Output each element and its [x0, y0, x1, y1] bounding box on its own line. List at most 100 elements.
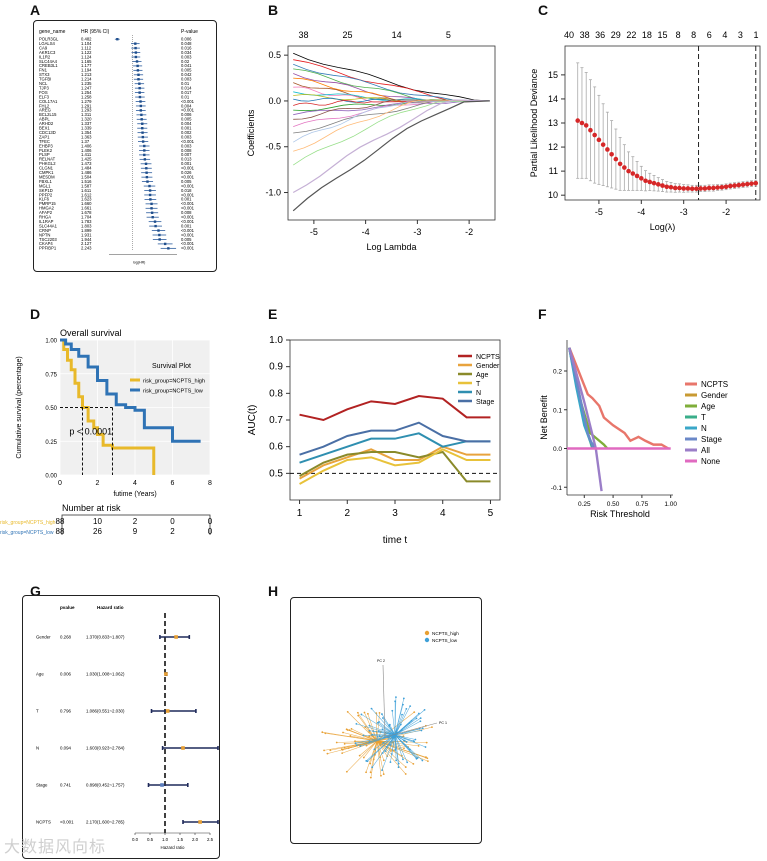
- row-variable-label: Age: [36, 672, 44, 677]
- sample-point: [389, 761, 392, 764]
- pc1-label: PC 1: [439, 721, 447, 725]
- top-tick-label: 18: [642, 30, 652, 40]
- row-p-value: 0.041: [181, 63, 192, 68]
- auc-series-line: [299, 448, 491, 485]
- sample-ray: [369, 740, 378, 764]
- sample-point: [402, 739, 405, 742]
- row-p-value: <0.001: [181, 192, 195, 197]
- deviance-point: [655, 182, 661, 187]
- row-hr-value: 1.339: [81, 126, 92, 131]
- row-gene-label: CKAP4: [39, 241, 53, 246]
- coefficient-path: [292, 99, 490, 194]
- y-tick-label: 0.2: [553, 369, 562, 376]
- row-gene-label: HMGA2: [39, 206, 55, 211]
- row-estimate-point: [135, 60, 139, 63]
- row-hr-value: 1.254: [81, 90, 92, 95]
- deviance-point: [706, 185, 712, 191]
- y-tick-label: 0.25: [45, 440, 57, 446]
- deviance-point: [622, 165, 627, 170]
- row-hr-value: 1.516: [81, 179, 92, 184]
- deviance-point: [660, 183, 665, 188]
- row-hr-value: 1.411: [81, 152, 92, 157]
- row-gene-label: IL1R2: [39, 54, 51, 59]
- sample-point: [382, 759, 385, 762]
- sample-point: [326, 752, 329, 755]
- row-estimate-point: [141, 127, 144, 130]
- y-tick-label: 13: [548, 118, 558, 128]
- sample-point: [404, 766, 407, 768]
- legend-label: NCPTS: [476, 354, 500, 361]
- row-gene-label: AREG: [39, 108, 51, 113]
- legend-label: Age: [701, 402, 716, 411]
- deviance-point: [685, 186, 691, 191]
- row-p-value: 0.004: [181, 103, 192, 108]
- sample-point: [371, 733, 373, 736]
- sample-point: [417, 745, 420, 747]
- row-hr-value: 1.931: [81, 232, 92, 237]
- row-hr-value: 1.803: [81, 223, 92, 228]
- sample-point: [347, 747, 350, 750]
- risk-table-cell: 88: [56, 517, 65, 526]
- risk-table-cell: 10: [93, 517, 102, 526]
- row-gene-label: BCL2L15: [39, 112, 57, 117]
- auc-series-line: [299, 421, 491, 456]
- deviance-point: [681, 186, 686, 191]
- net-benefit-curve: [568, 347, 595, 449]
- x-tick-label: 4: [133, 480, 137, 487]
- sample-point: [329, 749, 332, 752]
- sample-point: [424, 746, 427, 748]
- row-estimate-point: [148, 184, 151, 188]
- row-pvalue: 0.796: [60, 709, 72, 714]
- y-tick-label: 15: [548, 70, 558, 80]
- sample-point: [389, 732, 391, 735]
- risk-table-title: Number at risk: [62, 503, 121, 513]
- risk-table-cell: 2: [133, 517, 138, 526]
- row-hr-ci: 1.370(0.833~1.807): [86, 635, 125, 640]
- x-tick-label: -2: [465, 227, 473, 237]
- sample-ray: [394, 730, 422, 736]
- sample-point: [388, 723, 391, 726]
- sample-point: [368, 741, 371, 744]
- x-tick-label: 0.0: [132, 837, 139, 842]
- top-tick-label: 1: [753, 30, 758, 40]
- sample-point: [402, 758, 404, 761]
- row-gene-label: FN1: [39, 68, 48, 73]
- y-tick-label: -0.5: [265, 142, 281, 152]
- y-axis-label: Cumulative survival (percentage): [16, 356, 23, 458]
- panel-letter-h: H: [268, 583, 279, 599]
- net-benefit-curve: [568, 347, 603, 492]
- panel-letter-b: B: [268, 2, 279, 18]
- row-variable-label: Gender: [36, 635, 51, 640]
- coefficient-path: [292, 100, 490, 212]
- row-estimate-point: [150, 202, 153, 206]
- sample-ray: [394, 734, 426, 748]
- deviance-point: [698, 186, 703, 191]
- row-hr-value: 1.406: [81, 143, 92, 148]
- x-tick-label: -5: [595, 207, 603, 217]
- sample-point: [397, 766, 400, 769]
- sample-ray: [376, 740, 385, 761]
- row-p-value: 0.003: [181, 134, 192, 139]
- sample-point: [412, 740, 415, 742]
- x-tick-label: 0.50: [607, 501, 620, 508]
- sample-point: [414, 738, 417, 741]
- x-tick-label: -3: [413, 227, 421, 237]
- sample-point: [369, 762, 372, 765]
- sample-point: [321, 731, 324, 734]
- legend-label: Gender: [476, 363, 500, 370]
- row-estimate-point: [148, 189, 152, 192]
- row-estimate-point: [138, 86, 141, 90]
- deviance-point: [723, 184, 729, 190]
- row-hr-value: 1.354: [81, 130, 92, 135]
- sample-point: [397, 762, 400, 765]
- row-p-value: 0.01: [181, 94, 190, 99]
- survival-curve: [60, 338, 201, 443]
- row-hr-value: 1.484: [81, 166, 92, 171]
- row-estimate-point: [137, 78, 140, 81]
- row-p-value: 0.017: [181, 90, 192, 95]
- sample-point: [378, 711, 381, 714]
- sample-point: [419, 720, 422, 723]
- row-hr-value: 0.482: [81, 37, 92, 42]
- sample-point: [372, 758, 375, 761]
- legend-label: risk_group=NCPTS_high: [143, 379, 205, 385]
